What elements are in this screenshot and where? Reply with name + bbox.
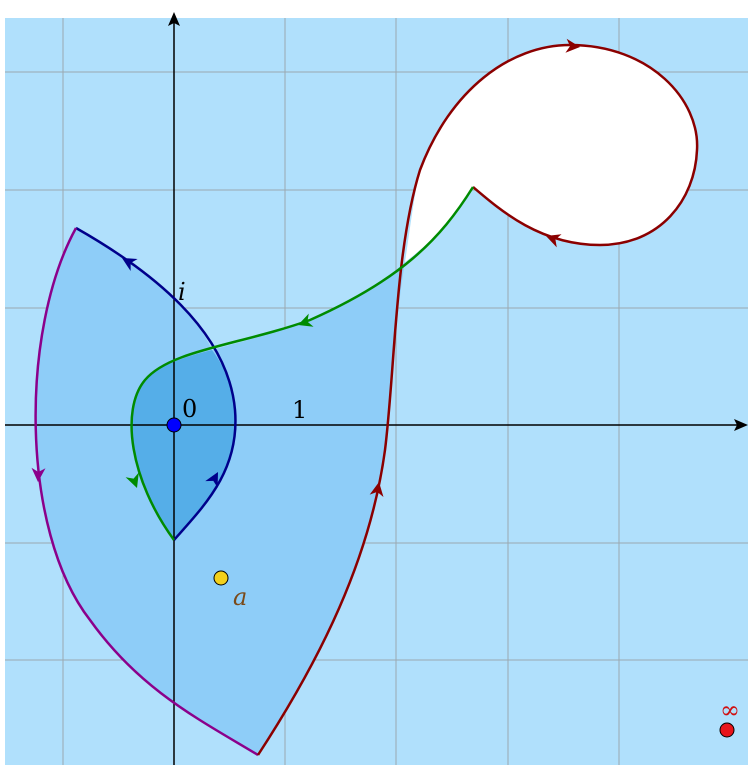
arrowhead — [125, 472, 139, 488]
label-infinity: ∞ — [720, 696, 740, 724]
arrowhead — [565, 38, 580, 53]
inner-region — [131, 350, 236, 540]
origin-point — [166, 417, 182, 433]
point-a — [213, 570, 229, 586]
label-i: i — [178, 278, 186, 306]
green-curve — [130, 186, 475, 541]
label-one: 1 — [292, 396, 307, 424]
axis-arrow — [734, 419, 748, 431]
label-a: a — [233, 583, 247, 611]
arrowhead — [546, 234, 562, 248]
excluded-region — [405, 45, 698, 262]
arrowhead — [31, 467, 46, 482]
axes — [5, 20, 740, 765]
purple-curve — [34, 227, 259, 757]
arrowhead — [298, 313, 314, 327]
arrowheads — [31, 38, 580, 498]
arrowhead — [205, 472, 218, 488]
outer-region — [35, 228, 405, 755]
infinity-point — [719, 722, 735, 738]
label-zero: 0 — [182, 395, 197, 423]
navy-curve — [75, 226, 237, 541]
arrowhead — [122, 258, 138, 272]
axis-arrow — [168, 12, 180, 26]
arrowhead — [369, 482, 384, 498]
red-curve — [256, 43, 699, 756]
